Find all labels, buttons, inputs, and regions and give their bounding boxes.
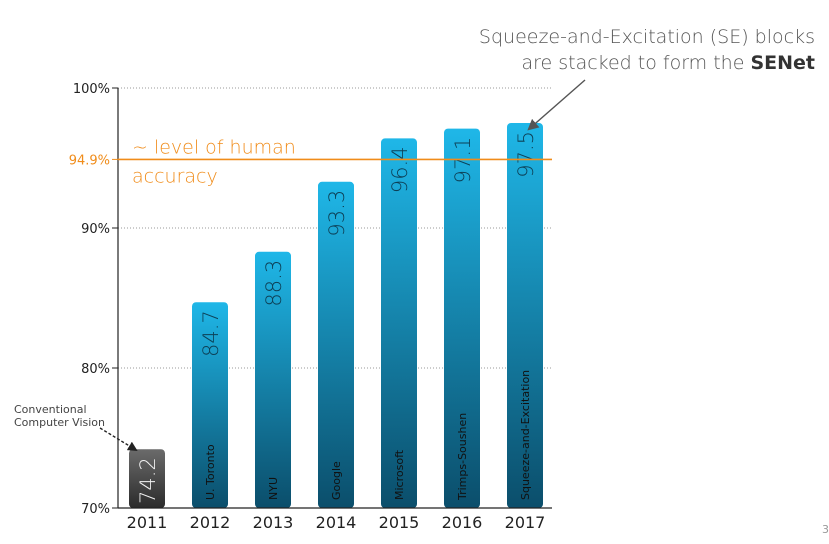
bar-2017: [507, 123, 543, 508]
senet-callout-arrow: [527, 79, 586, 131]
x-tick-label-2013: 2013: [253, 513, 294, 532]
bar-value-label-2013: 88.3: [262, 260, 286, 307]
y-tick-label-100%: 100%: [73, 82, 110, 97]
bar-team-label-2016: Trimps-Soushen: [456, 413, 469, 501]
bar-2011: [129, 449, 165, 508]
bar-2012: [192, 302, 228, 508]
bar-value-label-2017: 97.5: [514, 131, 538, 178]
y-tick-label-80%: 80%: [81, 362, 110, 377]
callout-line-2-prefix: are stacked to form the: [521, 52, 751, 74]
bar-value-label-2012: 84.7: [199, 310, 223, 357]
conventional-cv-arrow: [99, 427, 138, 452]
bar-2016: [444, 128, 480, 508]
bar-value-label-2011: 74.2: [136, 457, 160, 504]
bar-value-label-2014: 93.3: [325, 190, 349, 237]
callout-line-1: Squeeze-and-Excitation (SE) blocks: [478, 26, 815, 48]
bar-team-label-2015: Microsoft: [393, 449, 406, 500]
x-tick-label-2016: 2016: [442, 513, 483, 532]
bar-team-label-2012: U. Toronto: [204, 444, 217, 500]
bar-2015: [381, 138, 417, 508]
bar-team-label-2017: Squeeze-and-Excitation: [519, 370, 532, 500]
callout-line-2: are stacked to form the SENet: [415, 50, 815, 76]
x-tick-label-2012: 2012: [190, 513, 231, 532]
bar-value-label-2015: 96.4: [388, 146, 412, 193]
human-accuracy-label-line-2: accuracy: [132, 165, 218, 187]
y-tick-label-70%: 70%: [81, 502, 110, 517]
x-tick-label-2017: 2017: [505, 513, 546, 532]
senet-callout: Squeeze-and-Excitation (SE) blocks are s…: [415, 24, 815, 76]
bar-2014: [318, 181, 354, 509]
x-tick-label-2014: 2014: [316, 513, 357, 532]
bar-team-label-2013: NYU: [267, 477, 280, 500]
x-tick-label-2015: 2015: [379, 513, 420, 532]
x-tick-label-2011: 2011: [127, 513, 168, 532]
conventional-cv-annotation: Conventional Computer Vision: [14, 403, 124, 429]
bar-2013: [255, 251, 291, 509]
cv-annotation-line-1: Conventional: [14, 403, 87, 416]
human-accuracy-label-line-1: ~ level of human: [132, 136, 296, 158]
y-tick-label-94.9%: 94.9%: [69, 153, 110, 168]
page-number: 3: [822, 523, 829, 536]
bar-team-label-2014: Google: [330, 461, 343, 500]
cv-annotation-line-2: Computer Vision: [14, 416, 106, 429]
y-tick-label-90%: 90%: [81, 222, 110, 237]
callout-senet-bold: SENet: [750, 52, 815, 74]
